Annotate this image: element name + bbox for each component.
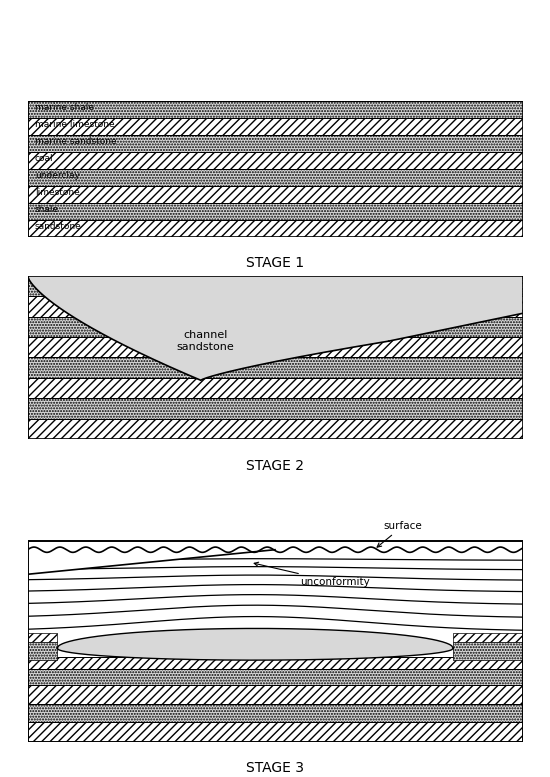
Text: STAGE 3: STAGE 3 (246, 761, 304, 775)
Polygon shape (28, 549, 275, 574)
Text: STAGE 1: STAGE 1 (246, 256, 304, 270)
Text: marine sandstone: marine sandstone (35, 137, 117, 146)
Text: sandstone: sandstone (35, 222, 81, 231)
Text: surface: surface (377, 521, 422, 547)
Text: marine shale: marine shale (35, 103, 94, 112)
Polygon shape (28, 276, 522, 380)
Text: shale: shale (35, 205, 59, 214)
Text: underclay: underclay (35, 171, 80, 180)
Text: marine limestone: marine limestone (35, 120, 114, 129)
Text: coal: coal (35, 154, 53, 163)
Text: STAGE 2: STAGE 2 (246, 458, 304, 472)
Text: unconformity: unconformity (254, 563, 370, 587)
Text: limestone: limestone (35, 188, 80, 197)
Text: channel
sandstone: channel sandstone (177, 330, 234, 352)
Polygon shape (57, 629, 453, 660)
